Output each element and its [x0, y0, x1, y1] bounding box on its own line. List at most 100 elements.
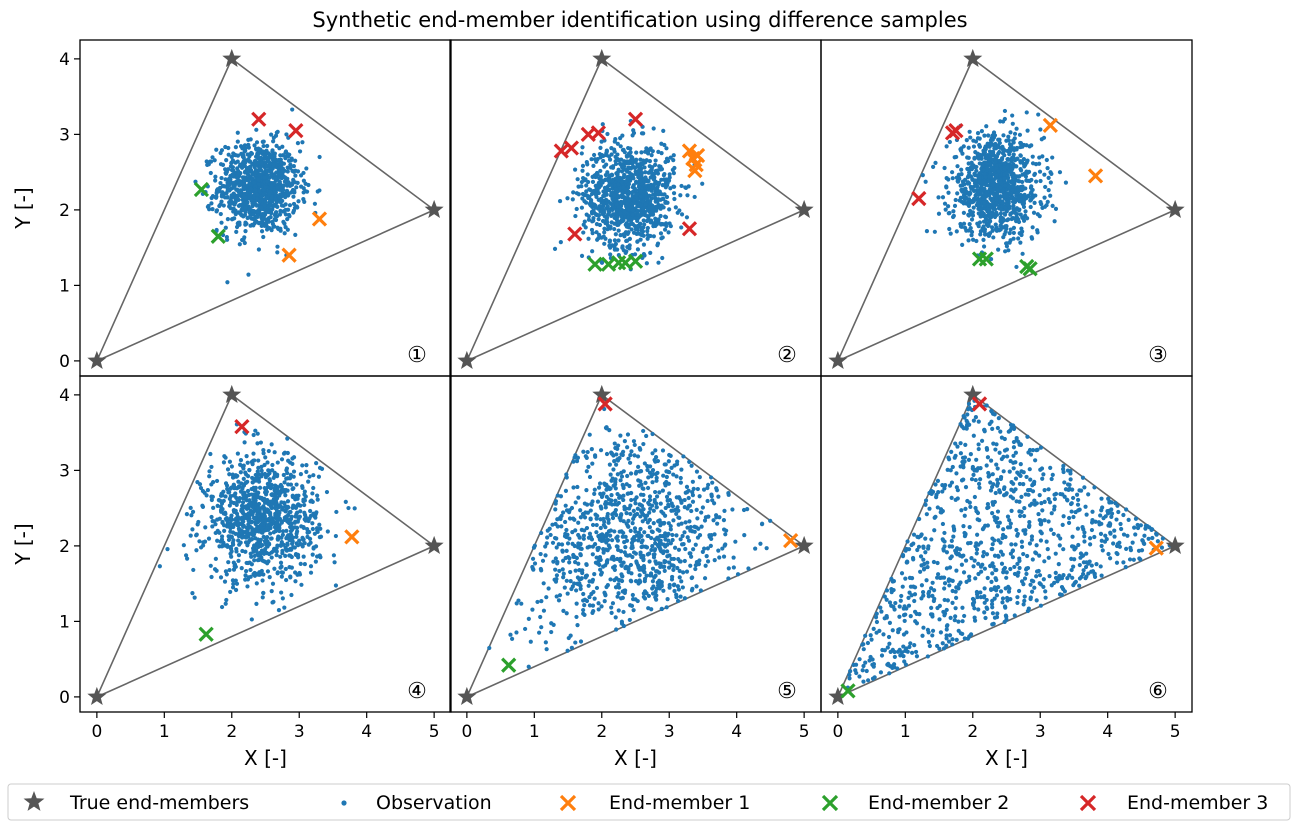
end-member-2-point [978, 251, 994, 267]
observation-point [346, 505, 351, 511]
observation-point [702, 518, 708, 523]
observation-point [269, 183, 274, 188]
observation-point [212, 158, 217, 163]
observation-point [230, 517, 235, 522]
observation-point [961, 221, 967, 226]
observation-point [1005, 202, 1010, 207]
observation-point [296, 199, 301, 204]
observation-point [672, 184, 677, 189]
observation-point [295, 169, 301, 174]
observation-point [565, 541, 571, 546]
observation-point [285, 207, 291, 212]
observation-point [688, 563, 693, 568]
observation-point [274, 549, 279, 554]
observation-point [274, 143, 279, 149]
observation-point [226, 560, 231, 565]
observation-point [254, 494, 259, 499]
observation-point [669, 556, 674, 562]
observation-point [230, 158, 235, 163]
observation-point [247, 206, 252, 211]
observation-point [1018, 140, 1023, 146]
observation-point [671, 518, 676, 523]
observation-point [573, 500, 578, 505]
observation-point [301, 170, 306, 176]
observation-point [245, 560, 251, 566]
observation-point [267, 477, 272, 482]
observation-point [236, 558, 241, 563]
observation-point [1021, 204, 1027, 210]
observation-point [613, 232, 618, 237]
observation-point [613, 615, 618, 620]
observation-point [261, 551, 267, 556]
observation-point [274, 474, 280, 479]
observation-point [287, 203, 293, 208]
observation-point [285, 180, 290, 185]
observation-point [977, 161, 982, 166]
observation-point [317, 522, 322, 527]
observation-point [282, 489, 287, 494]
observation-point [998, 227, 1003, 232]
observation-point [246, 152, 252, 157]
observation-point [271, 139, 276, 144]
observation-point [610, 203, 615, 208]
observation-point [268, 536, 274, 541]
observation-point [646, 500, 651, 505]
observation-point [624, 153, 629, 158]
observation-point [596, 607, 601, 612]
observation-point [269, 442, 274, 447]
observation-point [656, 197, 661, 202]
observation-point [270, 199, 275, 204]
observation-point [273, 217, 279, 223]
observation-point [267, 226, 272, 231]
observation-point [1057, 170, 1063, 175]
observation-point [684, 489, 690, 495]
observation-point [217, 530, 222, 535]
observation-point [558, 239, 563, 245]
observation-point [610, 515, 616, 521]
observation-point [633, 159, 638, 165]
observation-point [641, 558, 646, 563]
observation-point [968, 135, 973, 140]
true-end-member-star [87, 686, 107, 705]
observation-point [249, 520, 254, 525]
observation-point [580, 163, 586, 168]
observation-point [721, 527, 727, 532]
observation-point [994, 163, 999, 168]
observation-point [1046, 188, 1051, 193]
observation-point [682, 530, 687, 535]
observation-point [316, 474, 322, 479]
observation-point [647, 551, 652, 556]
observation-point [211, 505, 216, 510]
observation-point [242, 185, 247, 190]
panel-5: ⑤0 1 2 3 4 5X [-] [449, 375, 822, 770]
observation-point [654, 501, 659, 506]
observation-point [702, 546, 707, 551]
observation-point [619, 529, 624, 534]
observation-point [675, 505, 680, 510]
observation-point [608, 252, 613, 257]
observation-point [614, 627, 619, 632]
observation-point [633, 597, 638, 602]
observation-point [1025, 128, 1030, 133]
observation-point [223, 511, 228, 517]
observation-point [579, 253, 585, 258]
observation-point [978, 214, 983, 219]
observation-point [304, 462, 309, 468]
observation-point [576, 495, 581, 500]
observation-point [982, 232, 988, 237]
observation-point [666, 502, 671, 508]
observation-point [650, 431, 655, 437]
observation-point [989, 179, 995, 184]
observation-point [994, 197, 999, 202]
observation-point [250, 201, 255, 206]
observation-point [242, 504, 247, 509]
observation-point [655, 542, 660, 548]
observation-point [963, 186, 968, 191]
observation-point [987, 174, 992, 179]
observation-point [277, 510, 282, 515]
observation-point [590, 179, 596, 185]
observation-point [231, 168, 236, 173]
observation-point [254, 203, 259, 208]
observation-point [675, 598, 681, 604]
observation-point [679, 467, 684, 472]
